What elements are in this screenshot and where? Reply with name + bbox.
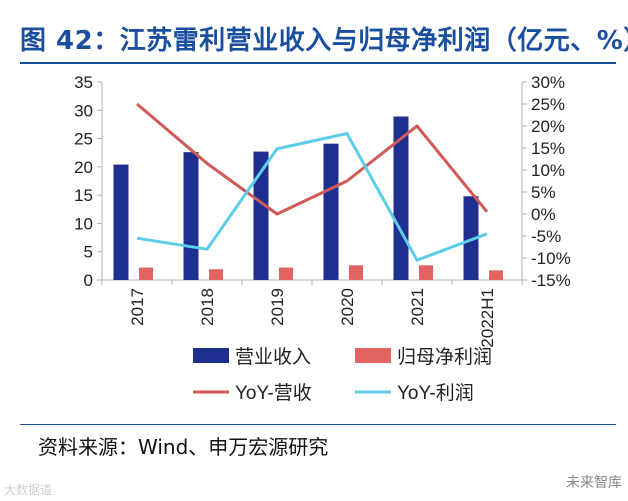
source-note: 资料来源：Wind、申万宏源研究 [38,435,329,459]
x-tick-label: 2019 [268,288,287,326]
source-divider [20,424,616,425]
y-left-tick-label: 5 [84,243,93,262]
y-left-tick-label: 25 [74,130,93,149]
legend-label: YoY-利润 [397,382,474,404]
y-right-tick-label: -10% [531,249,571,268]
y-right-tick-label: 20% [531,117,565,136]
profit-bar [489,270,503,280]
y-right-tick-label: 0% [531,205,556,224]
title-divider [20,62,616,64]
revenue-bar [183,152,199,280]
y-right-tick-label: 30% [531,73,565,92]
legend-label: 归母净利润 [397,346,492,368]
x-tick-label: 2021 [408,288,427,326]
revenue-bar [323,143,339,280]
profit-bar [139,267,153,280]
revenue-bar [463,196,479,280]
y-right-tick-label: -15% [531,271,571,290]
yoy-revenue-line [136,102,489,216]
profit-bar [349,265,363,280]
chart-title: 图 42：江苏雷利营业收入与归母净利润（亿元、%） [20,26,628,56]
watermark-right: 未来智库 [566,475,622,491]
revenue-bar [113,164,129,280]
y-right-tick-label: -5% [531,227,561,246]
y-left-tick-label: 0 [84,271,93,290]
y-left-tick-label: 10 [74,214,93,233]
x-tick-label: 2022H1 [478,288,497,348]
legend-label: 营业收入 [235,346,311,368]
profit-bar [419,265,433,280]
y-left-tick-label: 30 [74,101,93,120]
x-tick-label: 2017 [128,288,147,326]
profit-bar [209,269,223,280]
y-left-tick-label: 20 [74,158,93,177]
y-right-tick-label: 15% [531,139,565,158]
legend-swatch [355,348,391,363]
legend-swatch [193,348,229,363]
y-left-tick-label: 35 [74,73,93,92]
profit-bar [279,267,293,280]
y-left-tick-label: 15 [74,186,93,205]
y-right-tick-label: 10% [531,161,565,180]
chart-canvas: 0 5 10 15 20 25 30 35 -15% -10% -5% 0% 5% 10% 15% 20% 25… [74,73,571,404]
y-right-tick-label: 5% [531,183,556,202]
legend-label: YoY-营收 [235,382,312,404]
y-right-tick-label: 25% [531,95,565,114]
yoy-profit-line [136,131,488,262]
x-tick-label: 2018 [198,288,217,326]
watermark-left: 大数据道 [4,483,53,497]
revenue-bar [253,151,269,280]
x-tick-label: 2020 [338,288,357,326]
